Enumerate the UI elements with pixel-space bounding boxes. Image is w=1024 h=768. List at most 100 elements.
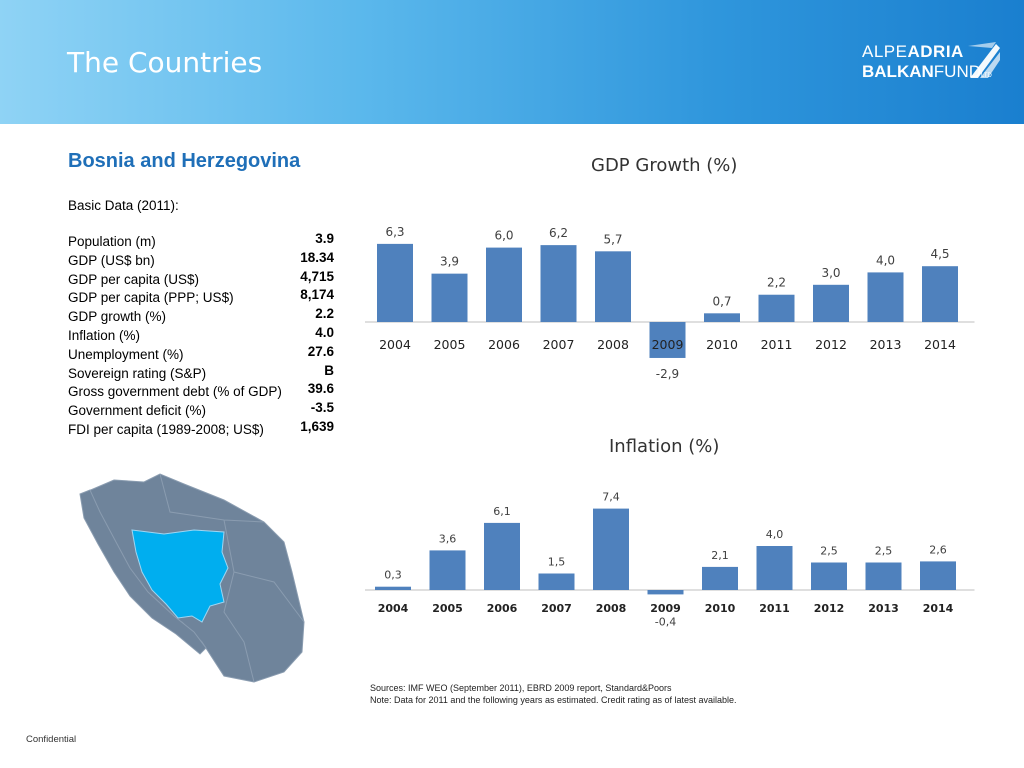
data-label: 3,6 (439, 532, 457, 545)
row-value: B (324, 362, 334, 378)
logo-text-adria: ADRIA (907, 42, 964, 61)
page-title: The Countries (67, 46, 263, 79)
data-row: FDI per capita (1989-2008; US$) 1,639 (68, 418, 338, 439)
bar (867, 272, 904, 322)
data-row: GDP (US$ bn) 18.34 (68, 249, 338, 270)
x-tick-label: 2006 (487, 602, 518, 615)
data-label: 2,2 (767, 276, 786, 290)
logo-text-balkan: BALKAN (862, 62, 934, 81)
bar (811, 562, 847, 590)
bar (704, 313, 740, 322)
row-value: 3.9 (315, 231, 334, 246)
x-tick-label: 2008 (596, 602, 627, 615)
bar (595, 251, 631, 322)
x-tick-label: 2009 (650, 602, 681, 615)
country-heading: Bosnia and Herzegovina (68, 150, 301, 172)
map-region-bosnia (131, 529, 229, 623)
bar (756, 546, 793, 590)
row-label: GDP per capita (PPP; US$) (68, 290, 234, 306)
data-row: GDP growth (%) 2.2 (68, 306, 338, 326)
logo-text-fund: FUND (933, 62, 981, 81)
row-value: 2.2 (315, 306, 334, 322)
x-tick-label: 2004 (379, 337, 411, 352)
row-value: 1,639 (300, 418, 334, 434)
company-logo: ALPEADRIA BALKANFUNDLTD (862, 40, 1004, 82)
bar (758, 294, 795, 322)
data-label: -2,9 (656, 367, 679, 381)
data-label: 2,5 (820, 545, 838, 558)
x-tick-label: 2009 (652, 337, 684, 352)
bar (920, 561, 956, 590)
bar (377, 243, 413, 322)
data-label: 4,5 (930, 247, 949, 261)
gdp-growth-chart: 6,3 2004 3,9 2005 6,0 2006 6,2 2007 5,7 2008 -2,9 2… (365, 225, 975, 381)
x-tick-label: 2010 (706, 337, 738, 352)
data-label: 4,0 (766, 528, 784, 541)
x-tick-label: 2006 (488, 337, 520, 352)
row-label: Unemployment (%) (68, 346, 184, 362)
bar (593, 508, 629, 590)
x-tick-label: 2005 (434, 337, 466, 352)
footer-confidential: Confidential (26, 734, 77, 745)
bar (922, 266, 958, 322)
data-label: 3,9 (440, 255, 459, 269)
x-tick-label: 2012 (814, 602, 845, 615)
data-label: 7,4 (602, 491, 620, 504)
row-value: -3.5 (310, 400, 334, 416)
x-tick-label: 2014 (924, 337, 956, 352)
bar (375, 586, 411, 590)
row-label: Gross government debt (% of GDP) (68, 384, 282, 400)
data-label: 2,5 (875, 545, 893, 558)
row-label: GDP per capita (US$) (68, 271, 200, 287)
data-label: -0,4 (655, 615, 676, 628)
data-label: 6,1 (493, 505, 511, 518)
data-row: Unemployment (%) 27.6 (68, 344, 338, 364)
data-label: 6,3 (385, 225, 404, 239)
data-label: 6,2 (549, 226, 568, 240)
data-label: 2,6 (929, 543, 947, 556)
row-label: FDI per capita (1989-2008; US$) (68, 421, 264, 437)
x-tick-label: 2011 (761, 337, 793, 352)
x-tick-label: 2012 (815, 337, 847, 352)
bar (431, 273, 468, 322)
bar (649, 322, 686, 358)
data-row: Population (m) 3.9 (68, 231, 338, 251)
x-tick-label: 2004 (378, 602, 409, 615)
bar (486, 247, 522, 322)
gdp-chart-title: GDP Growth (%) (591, 155, 738, 176)
x-tick-label: 2011 (759, 602, 790, 615)
map-border-lines (159, 473, 305, 683)
row-value: 4.0 (315, 324, 334, 340)
x-tick-label: 2007 (543, 337, 575, 352)
bar (429, 550, 466, 590)
row-value: 39.6 (307, 381, 334, 397)
data-label: 4,0 (876, 253, 895, 267)
data-row: Inflation (%) 4.0 (68, 324, 338, 345)
basic-data-table: Population (m) 3.9 GDP (US$ bn) 18.34 GDP … (68, 231, 338, 439)
region-map (74, 472, 314, 688)
header-banner: The Countries ALPEADRIA BALKANFUNDLTD (0, 0, 1024, 124)
map-region-coast (79, 489, 207, 655)
bar (813, 284, 849, 322)
sources-line: Sources: IMF WEO (September 2011), EBRD … (370, 683, 672, 693)
x-tick-label: 2008 (597, 337, 629, 352)
data-label: 2,1 (711, 549, 729, 562)
x-tick-label: 2014 (923, 602, 954, 615)
row-value: 8,174 (300, 287, 334, 303)
logo-text-alpe: ALPE (862, 42, 908, 61)
row-value: 18.34 (300, 249, 334, 265)
row-label: Government deficit (%) (68, 403, 207, 419)
bar (484, 522, 520, 590)
data-row: Sovereign rating (S&P) B (68, 362, 338, 383)
row-label: Population (m) (68, 234, 156, 249)
row-label: GDP growth (%) (68, 309, 167, 325)
data-label: 6,0 (494, 229, 513, 243)
row-label: Inflation (%) (68, 327, 141, 343)
basic-data-label: Basic Data (2011): (68, 198, 179, 213)
data-label: 0,7 (712, 294, 731, 308)
data-row: Government deficit (%) -3.5 (68, 400, 338, 420)
data-row: GDP per capita (US$) 4,715 (68, 269, 338, 289)
inflation-chart-title: Inflation (%) (609, 436, 720, 457)
x-tick-label: 2010 (705, 602, 736, 615)
bar (865, 562, 902, 590)
